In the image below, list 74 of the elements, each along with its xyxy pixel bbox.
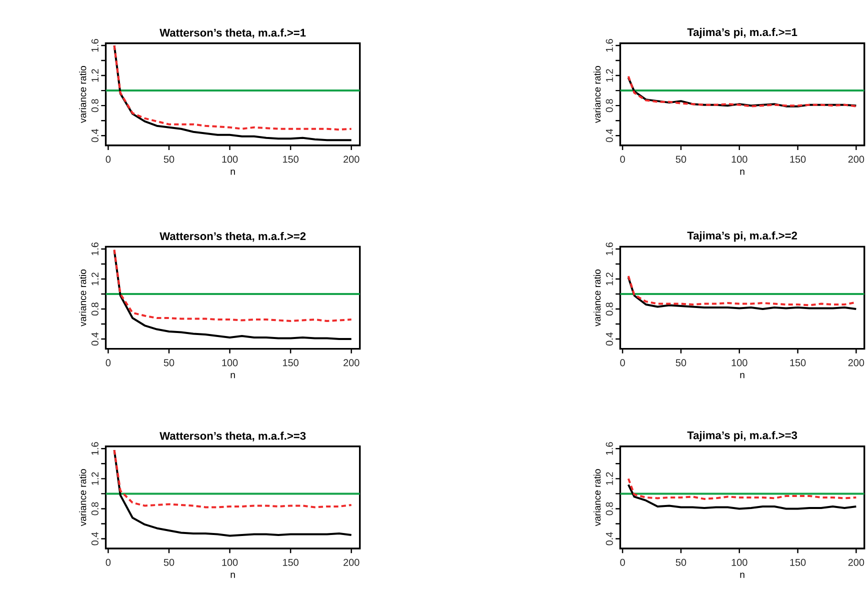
y-tick-label: 0.4 (91, 532, 98, 546)
y-tick-label: 1.2 (606, 472, 613, 485)
chart-title: Watterson’s theta, m.a.f.>=2 (160, 232, 306, 242)
y-tick-label: 0.8 (606, 98, 613, 112)
x-tick-label: 50 (164, 558, 174, 566)
y-tick-label: 1.6 (91, 38, 98, 52)
x-tick-label: 200 (344, 558, 360, 566)
y-tick-label: 1.6 (91, 442, 98, 455)
x-tick-label: 50 (676, 359, 686, 366)
x-tick-label: 50 (164, 156, 174, 163)
y-tick-label: 0.8 (91, 302, 98, 316)
y-tick-label: 0.8 (91, 98, 98, 112)
x-tick-label: 0 (620, 156, 625, 163)
x-tick-label: 0 (620, 558, 625, 566)
line-series (113, 449, 352, 508)
chart-title: Tajima’s pi, m.a.f.>=2 (687, 231, 797, 242)
x-axis-title: n (230, 372, 235, 378)
x-tick-label: 0 (106, 359, 111, 366)
x-tick-label: 150 (283, 359, 298, 366)
x-tick-label: 100 (222, 558, 238, 566)
y-tick-label: 0.4 (606, 128, 613, 142)
x-tick-label: 200 (344, 359, 360, 366)
x-tick-label: 100 (732, 558, 748, 566)
y-tick-label: 1.2 (92, 472, 98, 485)
x-axis-title: n (740, 169, 744, 175)
y-tick-label: 1.2 (606, 68, 613, 82)
x-tick-label: 100 (222, 156, 238, 163)
chart-title: Watterson’s theta, m.a.f.>=1 (160, 28, 306, 38)
x-tick-label: 0 (106, 558, 111, 566)
x-tick-label: 50 (676, 558, 686, 566)
chart-title: Tajima’s pi, m.a.f.>=3 (687, 430, 798, 442)
x-tick-label: 50 (676, 156, 686, 163)
chart-title: Tajima’s pi, m.a.f.>=1 (687, 28, 798, 38)
x-tick-label: 0 (106, 156, 111, 163)
y-axis-title: variance ratio (594, 469, 601, 526)
x-axis-title: n (740, 372, 744, 378)
y-tick-label: 0.4 (606, 332, 613, 346)
x-axis-title: n (230, 169, 235, 175)
y-axis-title: variance ratio (79, 469, 86, 526)
y-tick-label: 1.6 (91, 242, 98, 255)
y-tick-label: 1.2 (92, 68, 98, 82)
y-axis-title: variance ratio (79, 269, 86, 326)
y-tick-label: 0.8 (606, 502, 613, 516)
x-tick-label: 100 (732, 359, 748, 366)
x-tick-label: 50 (164, 359, 174, 366)
x-tick-label: 150 (283, 156, 298, 163)
x-tick-label: 100 (222, 359, 238, 366)
x-tick-label: 200 (848, 156, 864, 163)
x-tick-label: 200 (848, 558, 864, 566)
x-tick-label: 150 (790, 558, 806, 566)
line-series (627, 484, 858, 510)
y-tick-label: 0.8 (606, 302, 613, 316)
y-tick-label: 0.8 (91, 502, 98, 516)
y-axis-title: variance ratio (594, 269, 601, 326)
y-tick-label: 0.4 (91, 128, 98, 142)
x-tick-label: 150 (790, 359, 806, 366)
y-tick-label: 1.2 (606, 272, 613, 286)
x-axis-title: n (740, 572, 744, 578)
y-axis-title: variance ratio (79, 66, 86, 123)
x-tick-label: 150 (283, 558, 298, 566)
x-tick-label: 200 (848, 359, 864, 366)
x-tick-label: 0 (620, 359, 625, 366)
y-tick-label: 1.6 (606, 442, 613, 455)
y-tick-label: 1.2 (92, 272, 98, 286)
y-tick-label: 1.6 (606, 242, 613, 255)
x-tick-label: 100 (732, 156, 748, 163)
y-tick-label: 0.4 (91, 332, 98, 346)
x-tick-label: 200 (344, 156, 360, 163)
y-tick-label: 1.6 (606, 38, 613, 52)
y-axis-title: variance ratio (594, 66, 601, 123)
x-tick-label: 150 (790, 156, 806, 163)
y-tick-label: 0.4 (606, 532, 613, 546)
x-axis-title: n (230, 572, 235, 578)
chart-title: Watterson’s theta, m.a.f.>=3 (160, 432, 306, 442)
